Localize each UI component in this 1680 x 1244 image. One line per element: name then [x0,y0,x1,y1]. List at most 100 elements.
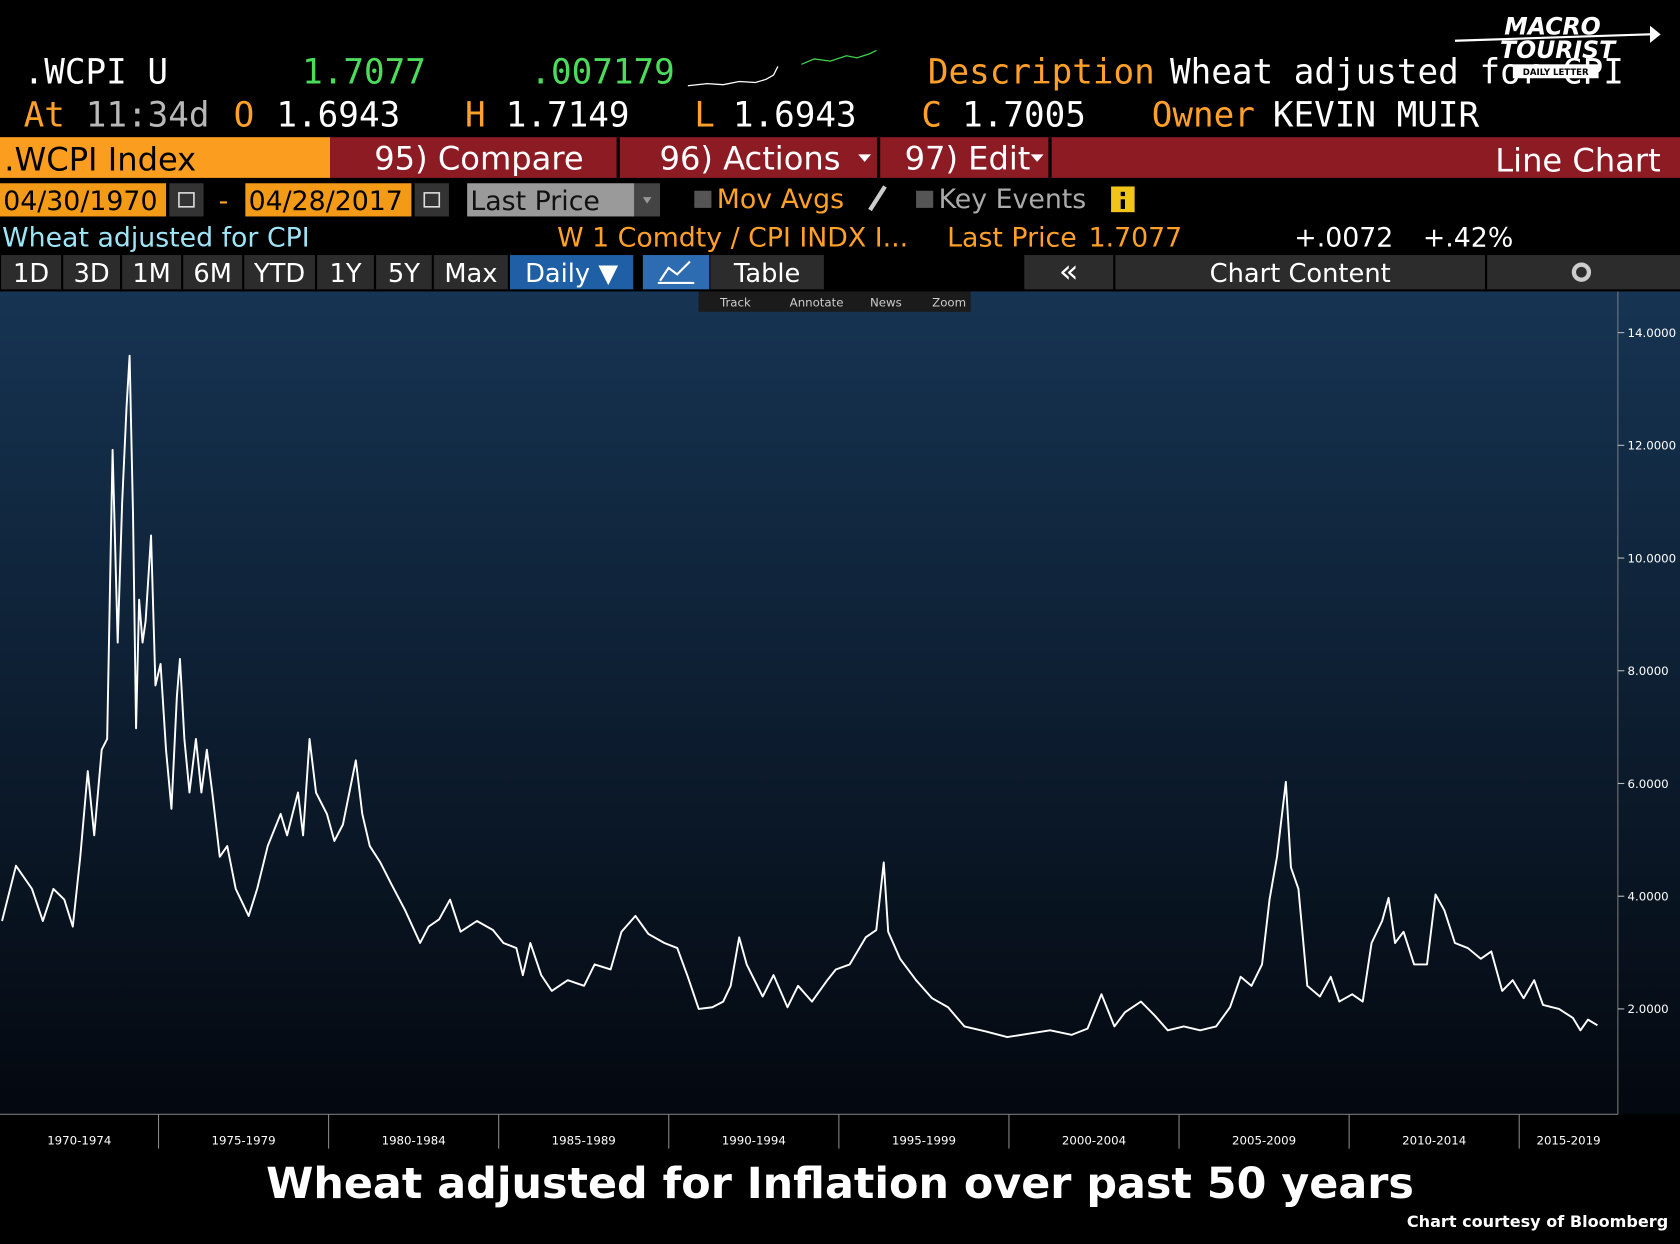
info-glyph [1120,191,1125,197]
range-bar: 04/30/1970 - 04/28/2017 Last Price Mov A… [0,183,1135,217]
header: .WCPI U 1.7077 .007179 Description Wheat… [24,49,1624,135]
end-date[interactable]: 04/28/2017 [249,186,403,217]
low: 1.6943 [733,95,857,135]
checkbox[interactable] [694,190,712,208]
x-tick-label: 1980-1984 [382,1133,446,1147]
logo-tagline: DAILY LETTER [1523,68,1589,78]
y-tick-label: 6.0000 [1628,777,1669,791]
y-tick-label: 8.0000 [1628,664,1669,678]
plot-background [0,291,1680,1115]
tool-label[interactable]: News [870,295,902,309]
logo: MACRO TOURIST DAILY LETTER [1454,12,1661,79]
tab-label[interactable]: 3D [74,259,110,289]
tab-button[interactable] [1,255,62,290]
owner: KEVIN MUIR [1273,95,1480,135]
open-label: O [234,95,255,135]
tab-bar: 1D 3D 1M 6M YTD 1Y 5Y Max Daily ▼ Table « Chart Con… [1,252,1680,290]
tool-label[interactable]: Track [719,295,751,309]
plot: 2.0000 4.0000 6.0000 8.0000 10.0000 12.0000 14… [1,326,1677,1149]
tools-background [698,291,971,312]
legend-row: Wheat adjusted for CPI W 1 Comdty / CPI … [2,222,1513,253]
key-events[interactable]: Key Events [939,184,1087,215]
calendar-button[interactable] [169,183,204,217]
dropdown-arrow [858,154,872,162]
view-tab[interactable] [1115,255,1485,290]
field-box[interactable] [467,183,635,217]
date-box[interactable] [245,183,412,217]
settings-button[interactable] [1487,255,1680,290]
pencil-icon[interactable] [868,185,887,212]
logo-arrow [1454,33,1651,42]
tab-label[interactable]: YTD [253,259,305,289]
tab-label[interactable]: 1D [13,259,49,289]
calendar-button[interactable] [414,183,449,217]
tab-label[interactable]: 5Y [388,259,420,289]
close: 1.7005 [962,95,1086,135]
logo-arrow [1650,25,1661,43]
legend-price: 1.7077 [1089,222,1183,253]
x-tick-label: 2015-2019 [1536,1133,1600,1147]
at-label: At [24,95,65,135]
tab-label[interactable]: Daily ▼ [525,259,618,289]
start-date[interactable]: 04/30/1970 [3,186,157,217]
calendar-icon [178,192,195,208]
sparkline [801,49,877,65]
tab-button[interactable] [376,255,432,290]
x-tick-label: 1990-1994 [722,1133,786,1147]
tab-button[interactable] [433,255,508,290]
x-tick-label: 2010-2014 [1402,1133,1466,1147]
range-separator: - [219,186,229,217]
info-glyph [1120,199,1125,209]
tool-label[interactable]: Annotate [790,295,844,309]
legend-change: +.0072 [1294,222,1393,253]
menu-bar: .WCPI Index 95) Compare 96) Actions 97) … [0,137,1680,179]
high-label: H [465,95,486,135]
y-tick-label: 2.0000 [1628,1002,1669,1016]
view-tab-label[interactable]: Chart Content [1210,259,1391,289]
y-tick-label: 12.0000 [1628,439,1677,453]
close-label: C [921,95,942,135]
checkbox[interactable] [916,190,934,208]
y-tick-label: 14.0000 [1628,326,1677,340]
calendar-icon [423,192,441,208]
x-tick-label: 1985-1989 [552,1133,616,1147]
tab-label[interactable]: 6M [193,259,232,289]
security-box [0,137,330,178]
menu-item[interactable]: 96) Actions [660,139,841,177]
sparkline [687,66,779,87]
tab-button[interactable] [510,255,634,290]
tab-label[interactable]: Max [444,259,497,289]
field[interactable]: Last Price [470,186,600,217]
settings-icon [1571,262,1592,282]
view-tab-label[interactable]: Table [733,259,800,289]
description-label: Description [928,53,1155,93]
high: 1.7149 [506,95,630,135]
menu-item[interactable]: 97) Edit [905,139,1031,177]
x-tick-label: 2000-2004 [1062,1133,1126,1147]
tab-label[interactable]: 1M [132,259,171,289]
menu-item[interactable]: 95) Compare [374,139,583,177]
y-tick-label: 10.0000 [1628,551,1677,565]
tab-label[interactable]: 1Y [330,259,362,289]
view-tab[interactable] [1024,255,1114,290]
security[interactable]: .WCPI Index [4,140,196,178]
tab-button[interactable] [122,255,182,290]
tab-button[interactable] [63,255,120,290]
date-box[interactable] [0,183,167,217]
legend-name: Wheat adjusted for CPI [2,222,310,253]
tool-label[interactable]: Zoom [932,295,966,309]
logo-text: TOURIST [1500,36,1617,64]
tab-button[interactable] [317,255,374,290]
mov-avgs[interactable]: Mov Avgs [717,184,844,215]
open: 1.6943 [276,95,400,135]
view-tab[interactable] [710,255,824,290]
tab-button[interactable] [244,255,315,290]
legend-formula: W 1 Comdty / CPI INDX I... [557,222,908,253]
view-tab-label[interactable]: « [1059,252,1079,290]
x-tick-label: 1975-1979 [211,1133,275,1147]
tab-button[interactable] [183,255,243,290]
chart-title: Wheat adjusted for Inflation over past 5… [266,1159,1414,1209]
logo-band [1512,64,1599,79]
chart-type[interactable]: Line Chart [1495,141,1660,179]
